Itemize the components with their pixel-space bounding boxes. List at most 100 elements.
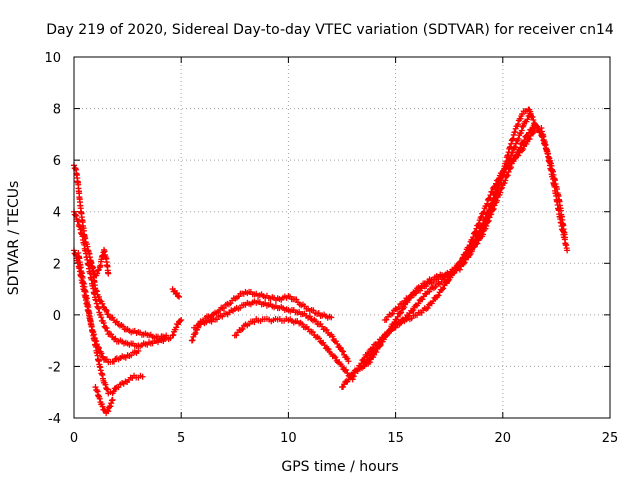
y-tick-label: -4 xyxy=(48,412,61,427)
data-point-segment xyxy=(349,366,362,380)
data-point-segment xyxy=(424,294,441,312)
y-tick-label: 0 xyxy=(53,309,61,324)
data-point-segment xyxy=(242,288,258,298)
data-point-segment xyxy=(96,395,105,408)
series-track-e xyxy=(92,384,116,417)
data-point-segment xyxy=(124,340,140,350)
data-point-segment xyxy=(221,300,232,312)
data-point-segment xyxy=(356,356,368,369)
data-point-segment xyxy=(83,254,94,281)
data-point-segment xyxy=(296,308,312,321)
data-point-segment xyxy=(176,317,185,325)
data-point-segment xyxy=(414,283,430,294)
data-point-segment xyxy=(291,296,303,308)
chart-title: Day 219 of 2020, Sidereal Day-to-day VTE… xyxy=(46,22,614,38)
x-tick-label: 25 xyxy=(602,431,619,446)
data-point-segment xyxy=(75,249,86,280)
data-point-segment xyxy=(124,326,140,337)
data-point-segment xyxy=(96,297,107,310)
data-point-segment xyxy=(96,348,107,361)
data-point-segment xyxy=(392,317,408,328)
data-point-segment xyxy=(489,173,506,210)
data-point-segment xyxy=(131,372,146,381)
data-point-segment xyxy=(109,355,119,365)
series-track-g xyxy=(169,286,183,300)
data-point-segment xyxy=(156,334,174,344)
data-point-segment xyxy=(191,320,204,331)
data-points xyxy=(71,106,571,417)
data-point-segment xyxy=(414,290,430,309)
data-point-segment xyxy=(105,311,119,326)
data-point-segment xyxy=(171,324,180,333)
data-point-segment xyxy=(339,347,352,365)
data-point-segment xyxy=(285,306,301,316)
data-point-segment xyxy=(467,214,484,245)
data-point-segment xyxy=(92,296,105,321)
data-point-segment xyxy=(521,110,534,127)
data-point-segment xyxy=(306,307,322,317)
data-point-segment xyxy=(253,298,269,308)
data-point-segment xyxy=(88,321,99,348)
data-point-segment xyxy=(88,275,99,301)
data-point-segment xyxy=(274,303,290,314)
data-point-segment xyxy=(317,338,333,356)
x-tick-label: 20 xyxy=(495,431,512,446)
series-track-j xyxy=(191,298,352,365)
data-point-segment xyxy=(113,353,129,363)
data-point-segment xyxy=(506,128,519,152)
y-tick-label: 2 xyxy=(53,257,61,272)
data-point-segment xyxy=(79,233,90,261)
data-point-segment xyxy=(328,331,344,352)
data-point-segment xyxy=(435,278,452,299)
data-point-segment xyxy=(171,287,179,297)
y-tick-labels: -4 -2 0 2 4 6 8 10 xyxy=(44,51,61,427)
data-point-segment xyxy=(83,295,94,325)
data-point-segment xyxy=(105,403,113,415)
data-point-segment xyxy=(519,138,531,154)
data-point-segment xyxy=(446,265,462,278)
data-point-segment xyxy=(109,385,119,397)
data-point-segment xyxy=(231,322,247,339)
y-tick-label: 8 xyxy=(53,103,61,118)
series-track-l xyxy=(339,106,538,391)
data-point-segment xyxy=(467,230,484,257)
x-tick-label: 5 xyxy=(177,431,185,446)
x-tick-label: 10 xyxy=(280,431,297,446)
x-tick-label: 0 xyxy=(70,431,78,446)
data-point-segment xyxy=(105,389,114,397)
data-point-segment xyxy=(105,358,114,366)
data-point-segment xyxy=(392,297,408,313)
y-tick-label: 10 xyxy=(44,51,61,66)
data-point-segment xyxy=(122,374,136,386)
data-point-segment xyxy=(103,407,111,417)
data-point-segment xyxy=(98,401,107,413)
data-point-segment xyxy=(263,292,279,304)
data-point-segment xyxy=(263,301,279,311)
y-tick-label: 4 xyxy=(53,206,61,221)
data-point-segment xyxy=(306,328,323,342)
x-tick-label: 15 xyxy=(387,431,404,446)
data-point-segment xyxy=(92,342,103,368)
data-point-segment xyxy=(519,108,530,118)
data-point-segment xyxy=(510,139,527,164)
plot-frame xyxy=(73,56,611,419)
data-point-segment xyxy=(512,113,525,132)
data-point-segment xyxy=(203,312,215,321)
data-point-segment xyxy=(92,266,102,279)
data-point-segment xyxy=(317,311,335,321)
data-point-segment xyxy=(381,307,398,324)
data-point-segment xyxy=(101,406,109,414)
data-point-segment xyxy=(173,290,183,300)
data-point-segment xyxy=(296,319,312,333)
data-point-segment xyxy=(101,356,110,363)
data-point-segment xyxy=(173,321,181,328)
data-point-segment xyxy=(253,315,268,325)
data-point-segment xyxy=(113,337,129,347)
data-point-segment xyxy=(478,188,495,220)
data-point-segment xyxy=(392,309,404,323)
data-point-segment xyxy=(499,149,516,178)
data-point-segment xyxy=(124,347,142,359)
data-point-segment xyxy=(146,337,161,347)
data-point-segment xyxy=(253,290,269,301)
